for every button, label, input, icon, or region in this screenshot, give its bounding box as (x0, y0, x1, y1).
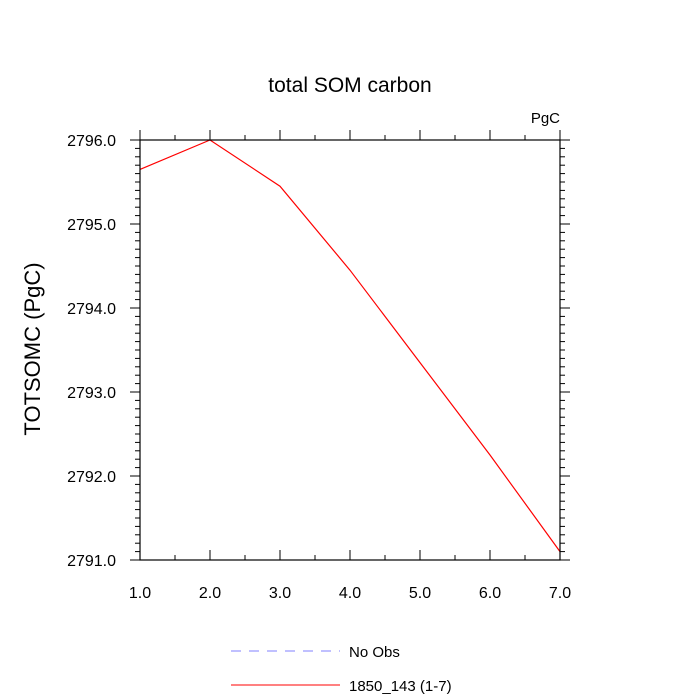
x-tick-label: 6.0 (479, 585, 501, 602)
y-tick-label: 2796.0 (67, 133, 116, 150)
y-tick-label: 2795.0 (67, 217, 116, 234)
y-tick-label: 2793.0 (67, 385, 116, 402)
x-tick-label: 2.0 (199, 585, 221, 602)
y-tick-label: 2791.0 (67, 553, 116, 570)
x-tick-label: 7.0 (549, 585, 571, 602)
x-tick-label: 1.0 (129, 585, 151, 602)
x-tick-label: 4.0 (339, 585, 361, 602)
plot-frame (139, 139, 561, 561)
ticks-layer: 1.0 2.0 3.0 4.0 5.0 6.0 7.0 2791.0 2792.0 2793.0 2… (67, 130, 571, 602)
y-axis-label: TOTSOMC (PgC) (20, 262, 45, 435)
x-tick-label: 5.0 (409, 585, 431, 602)
y-tick-label: 2794.0 (67, 301, 116, 318)
chart-title: total SOM carbon (268, 74, 431, 97)
legend: No Obs 1850_143 (1-7) (231, 644, 452, 695)
series-layer (139, 139, 561, 552)
legend-label-no-obs: No Obs (349, 644, 400, 661)
series-line (139, 139, 561, 552)
x-tick-label: 3.0 (269, 585, 291, 602)
y-tick-label: 2792.0 (67, 469, 116, 486)
units-label: PgC (531, 110, 560, 127)
legend-label-1850-143: 1850_143 (1-7) (349, 678, 452, 695)
